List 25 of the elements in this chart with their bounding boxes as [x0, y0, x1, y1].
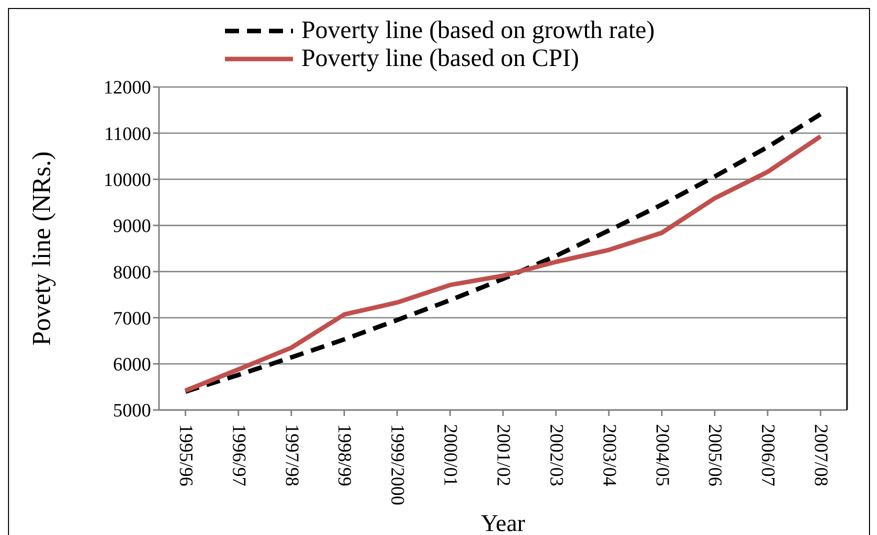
y-tick-label: 6000 [113, 354, 151, 376]
x-tick-label: 2004/05 [651, 424, 672, 486]
y-tick-label: 10000 [104, 170, 151, 192]
y-tick-label: 9000 [113, 216, 151, 238]
y-tick-label: 11000 [104, 124, 151, 145]
x-tick-label: 2001/02 [492, 424, 514, 486]
x-tick-label: 1996/97 [228, 424, 249, 486]
legend-label: Poverty line (based on CPI) [301, 45, 580, 73]
y-tick-label: 7000 [113, 308, 151, 330]
y-axis-title: Povety line (NRs.) [27, 151, 56, 346]
x-tick-label: 2006/07 [757, 424, 778, 486]
x-tick-label: 1995/96 [174, 424, 196, 486]
y-tick-label: 12000 [104, 78, 151, 99]
x-tick-label: 2003/04 [598, 424, 620, 487]
x-tick-label: 2005/06 [704, 424, 726, 486]
x-tick-label: 2007/08 [810, 424, 832, 486]
x-tick-label: 1999/2000 [386, 424, 408, 506]
x-tick-label: 1997/98 [280, 424, 302, 486]
y-tick-label: 8000 [113, 262, 151, 284]
y-tick-label: 5000 [113, 400, 151, 422]
x-tick-label: 2002/03 [545, 424, 566, 486]
x-tick-label: 1998/99 [334, 424, 355, 486]
legend-label: Poverty line (based on growth rate) [301, 17, 655, 45]
x-axis-title: Year [480, 511, 526, 535]
x-tick-label: 2000/01 [440, 424, 461, 486]
